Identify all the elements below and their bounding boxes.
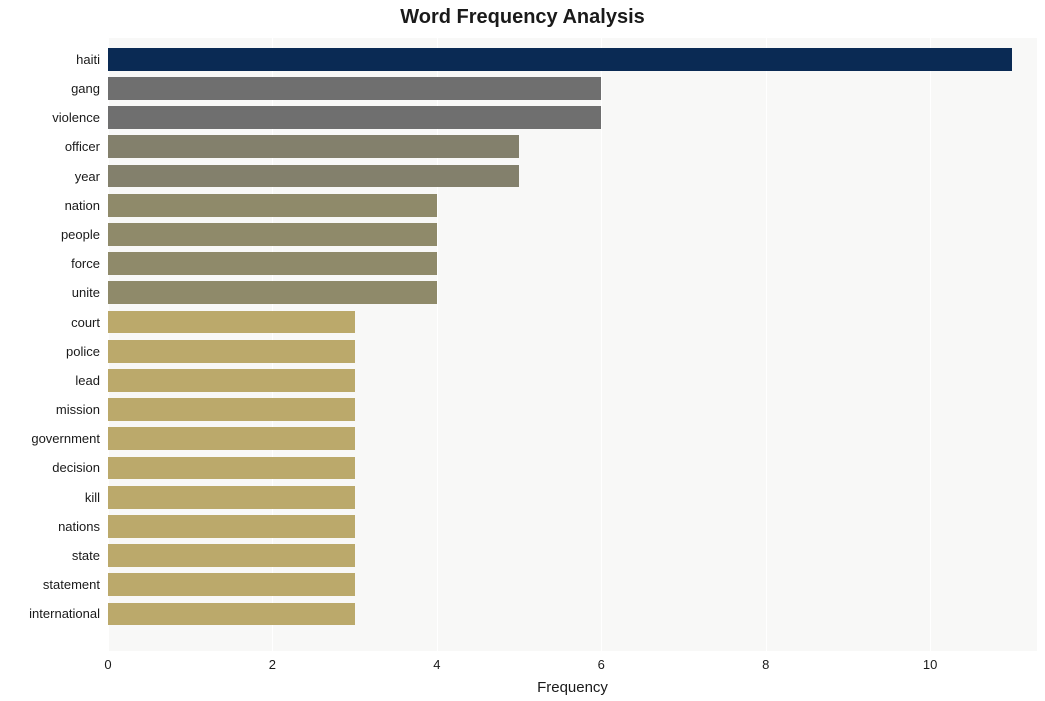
y-tick-label: state — [72, 548, 100, 563]
bar — [108, 135, 519, 158]
y-tick-label: statement — [43, 577, 100, 592]
y-tick-label: police — [66, 344, 100, 359]
y-tick-label: people — [61, 227, 100, 242]
y-tick-label: nations — [58, 519, 100, 534]
y-tick-label: mission — [56, 402, 100, 417]
grid-line — [601, 38, 602, 651]
y-tick-label: nation — [65, 198, 100, 213]
bar — [108, 311, 355, 334]
y-tick-label: gang — [71, 81, 100, 96]
x-tick-label: 2 — [269, 657, 276, 672]
bar — [108, 48, 1012, 71]
plot-area — [108, 38, 1037, 651]
y-tick-label: court — [71, 315, 100, 330]
y-tick-label: haiti — [76, 52, 100, 67]
grid-line — [437, 38, 438, 651]
bar — [108, 106, 601, 129]
bar — [108, 252, 437, 275]
y-tick-label: officer — [65, 139, 100, 154]
y-tick-label: violence — [52, 110, 100, 125]
x-tick-label: 10 — [923, 657, 937, 672]
grid-line — [766, 38, 767, 651]
y-tick-label: year — [75, 169, 100, 184]
y-tick-label: force — [71, 256, 100, 271]
x-tick-label: 8 — [762, 657, 769, 672]
chart-title: Word Frequency Analysis — [0, 6, 1045, 29]
x-axis-title: Frequency — [108, 679, 1037, 696]
bar — [108, 194, 437, 217]
word-frequency-chart: Word Frequency Analysis Frequency 0 2 4 6 8 1… — [0, 0, 1045, 701]
bar — [108, 603, 355, 626]
y-tick-label: unite — [72, 285, 100, 300]
bar — [108, 515, 355, 538]
bar — [108, 165, 519, 188]
bar — [108, 544, 355, 567]
x-tick-label: 4 — [433, 657, 440, 672]
grid-line — [930, 38, 931, 651]
bar — [108, 340, 355, 363]
y-tick-label: lead — [75, 373, 100, 388]
y-tick-label: decision — [52, 460, 100, 475]
y-tick-label: international — [29, 606, 100, 621]
bar — [108, 427, 355, 450]
bar — [108, 369, 355, 392]
bar — [108, 457, 355, 480]
bar — [108, 281, 437, 304]
bar — [108, 223, 437, 246]
x-tick-label: 6 — [598, 657, 605, 672]
y-tick-label: kill — [85, 490, 100, 505]
bar — [108, 77, 601, 100]
bar — [108, 486, 355, 509]
bar — [108, 573, 355, 596]
bar — [108, 398, 355, 421]
x-tick-label: 0 — [104, 657, 111, 672]
y-tick-label: government — [31, 431, 100, 446]
